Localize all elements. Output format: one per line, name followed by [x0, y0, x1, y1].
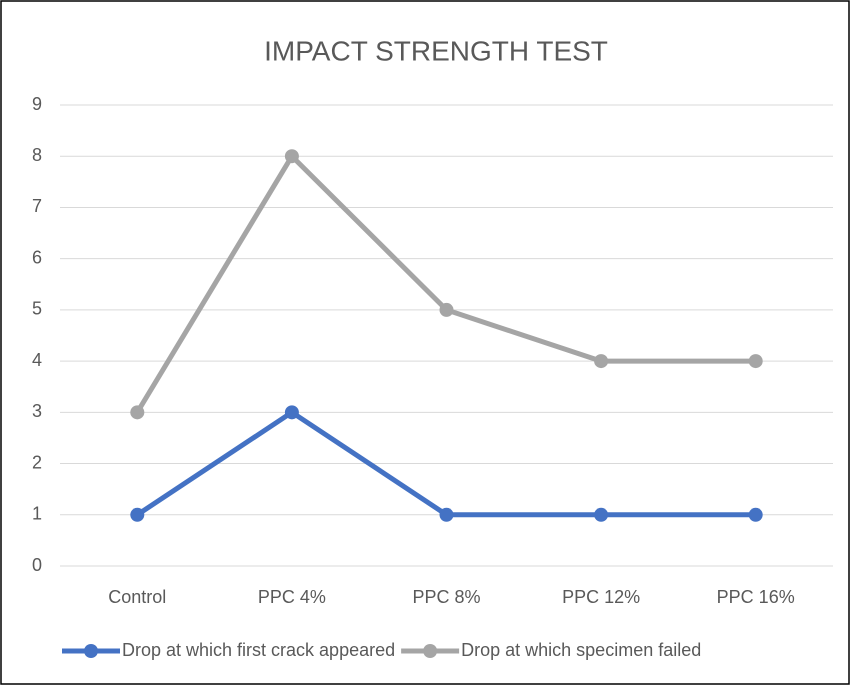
data-point	[594, 507, 609, 522]
x-tick-label: PPC 16%	[717, 587, 795, 607]
data-point	[748, 507, 763, 522]
y-tick-label: 6	[32, 247, 42, 267]
x-tick-label: PPC 12%	[562, 587, 640, 607]
y-tick-label: 8	[32, 145, 42, 165]
data-point	[594, 354, 609, 369]
data-point	[130, 405, 145, 420]
x-tick-label: PPC 4%	[258, 587, 326, 607]
y-tick-label: 1	[32, 504, 42, 524]
y-tick-label: 0	[32, 555, 42, 575]
legend-marker	[84, 644, 98, 658]
y-tick-label: 7	[32, 196, 42, 216]
data-point	[284, 405, 299, 420]
y-tick-label: 5	[32, 299, 42, 319]
data-point	[439, 507, 454, 522]
chart-title: IMPACT STRENGTH TEST	[264, 35, 608, 66]
legend-label: Drop at which first crack appeared	[122, 640, 395, 660]
x-tick-label: Control	[108, 587, 166, 607]
data-point	[284, 149, 299, 164]
y-tick-label: 3	[32, 401, 42, 421]
x-tick-label: PPC 8%	[412, 587, 480, 607]
y-tick-label: 4	[32, 350, 42, 370]
y-tick-label: 9	[32, 94, 42, 114]
y-tick-label: 2	[32, 452, 42, 472]
data-point	[130, 507, 145, 522]
legend-label: Drop at which specimen failed	[461, 640, 701, 660]
data-point	[439, 302, 454, 317]
data-point	[748, 354, 763, 369]
legend-marker	[423, 644, 438, 658]
